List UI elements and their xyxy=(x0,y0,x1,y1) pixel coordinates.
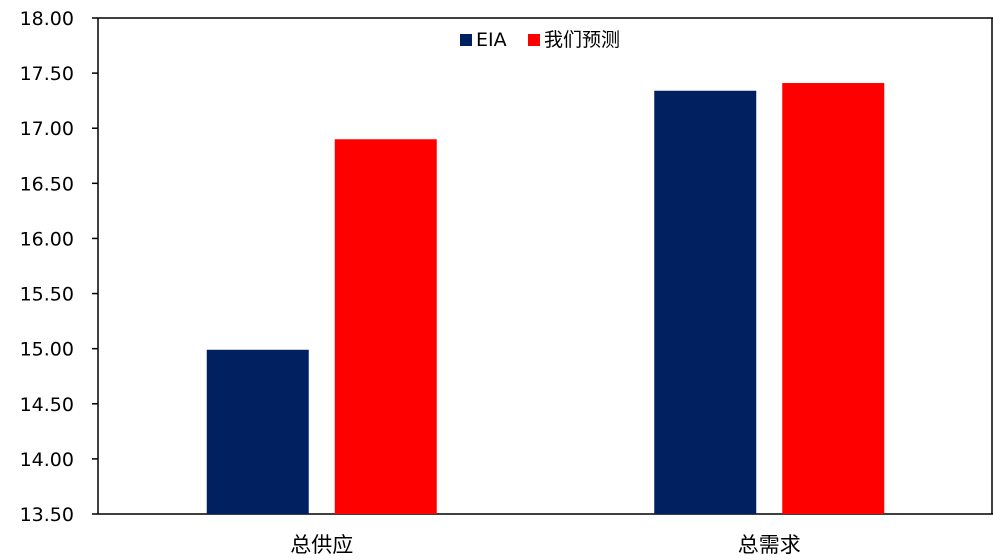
y-tick-label: 18.00 xyxy=(20,8,74,30)
x-axis-categories: 总供应 总需求 xyxy=(290,533,801,557)
bar-forecast-1 xyxy=(782,83,885,514)
y-tick-label: 17.50 xyxy=(20,63,74,85)
y-tick-label: 15.00 xyxy=(20,339,74,361)
bars xyxy=(206,83,885,514)
bar-forecast-0 xyxy=(334,139,437,514)
bar-eia-0 xyxy=(206,349,309,514)
x-category-label: 总供应 xyxy=(290,533,353,557)
bar-eia-1 xyxy=(654,90,757,514)
y-tick-label: 17.00 xyxy=(20,118,74,140)
y-axis-ticks: 13.50 14.00 14.50 15.00 15.50 16.00 16.50 17.00… xyxy=(20,8,98,526)
legend-label: 我们预测 xyxy=(544,29,620,51)
y-tick-label: 13.50 xyxy=(20,504,74,526)
y-tick-label: 16.00 xyxy=(20,228,74,250)
y-tick-label: 15.50 xyxy=(20,284,74,306)
x-category-label: 总需求 xyxy=(738,533,801,557)
legend-swatch xyxy=(460,34,472,46)
legend-label: EIA xyxy=(476,29,507,51)
legend-swatch xyxy=(528,34,540,46)
legend: EIA 我们预测 xyxy=(460,29,620,51)
y-tick-label: 14.50 xyxy=(20,394,74,416)
y-tick-label: 14.00 xyxy=(20,449,74,471)
y-tick-label: 16.50 xyxy=(20,173,74,195)
